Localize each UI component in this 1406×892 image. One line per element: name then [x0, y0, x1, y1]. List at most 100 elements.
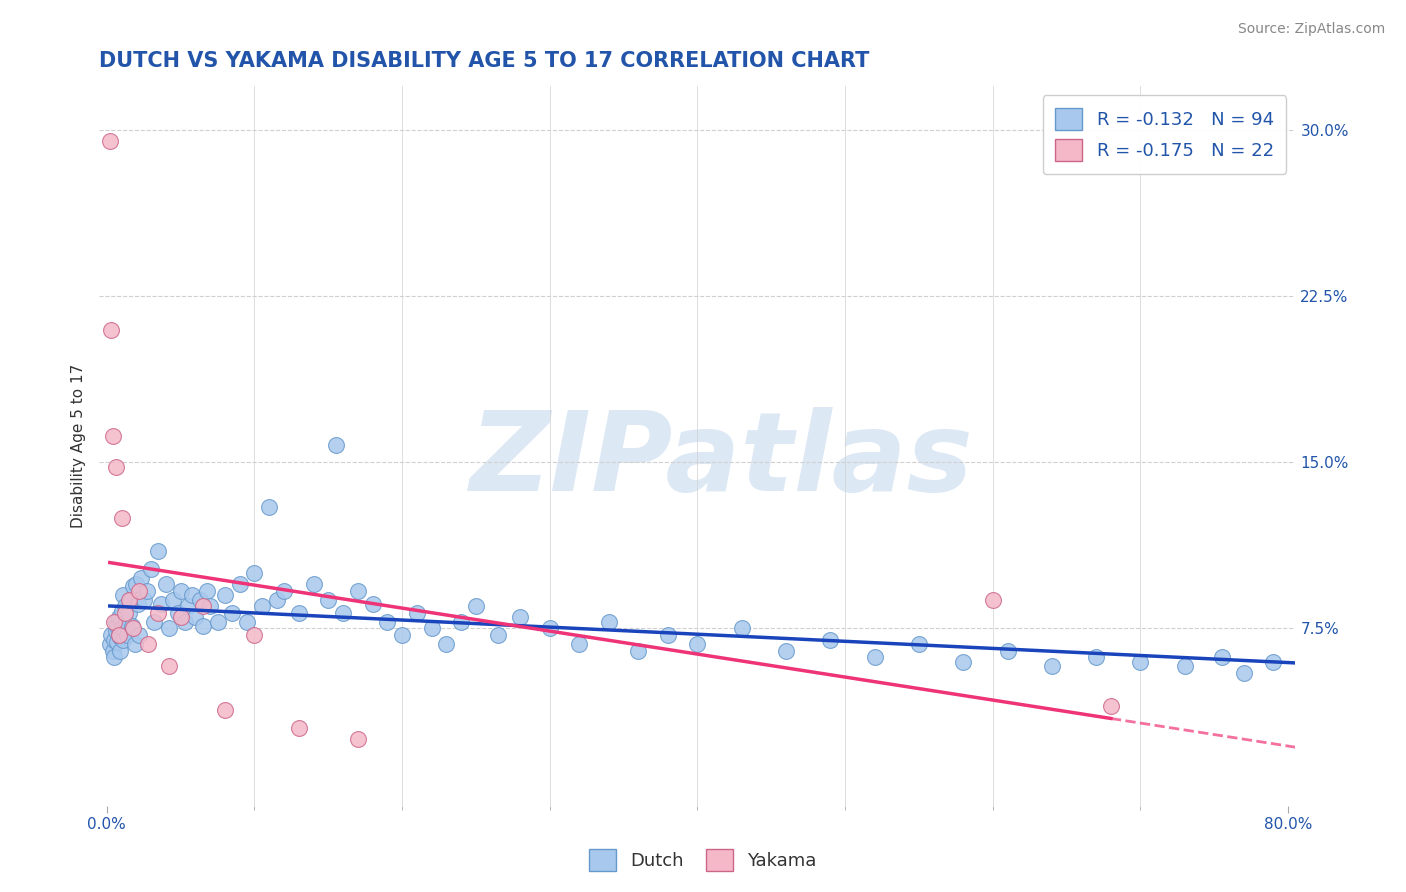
- Point: [150, 597, 173, 611]
- Point: [177, 599, 200, 614]
- Point: [148, 544, 170, 558]
- Point: [198, 599, 221, 614]
- Point: [105, 619, 128, 633]
- Point: [627, 643, 650, 657]
- Point: [184, 610, 207, 624]
- Legend: Dutch, Yakama: Dutch, Yakama: [582, 842, 824, 879]
- Point: [214, 588, 236, 602]
- Point: [103, 615, 125, 629]
- Point: [107, 610, 129, 624]
- Point: [114, 606, 136, 620]
- Point: [997, 643, 1019, 657]
- Point: [162, 592, 184, 607]
- Point: [108, 631, 131, 645]
- Point: [101, 643, 124, 657]
- Y-axis label: Disability Age 5 to 17: Disability Age 5 to 17: [72, 364, 86, 528]
- Text: ZIPatlas: ZIPatlas: [470, 407, 973, 514]
- Point: [302, 577, 325, 591]
- Point: [1040, 659, 1063, 673]
- Point: [981, 592, 1004, 607]
- Point: [110, 511, 132, 525]
- Point: [125, 577, 148, 591]
- Point: [287, 606, 309, 620]
- Point: [120, 592, 142, 607]
- Point: [115, 615, 138, 629]
- Point: [1211, 650, 1233, 665]
- Point: [166, 606, 188, 620]
- Point: [287, 721, 309, 735]
- Point: [103, 632, 125, 647]
- Point: [436, 637, 458, 651]
- Point: [110, 622, 132, 636]
- Point: [148, 606, 170, 620]
- Point: [863, 650, 886, 665]
- Point: [107, 628, 129, 642]
- Point: [101, 429, 124, 443]
- Point: [139, 562, 162, 576]
- Point: [952, 655, 974, 669]
- Point: [538, 622, 561, 636]
- Point: [100, 628, 122, 642]
- Point: [104, 624, 127, 638]
- Point: [486, 628, 509, 642]
- Point: [124, 637, 146, 651]
- Point: [450, 615, 472, 629]
- Point: [155, 577, 177, 591]
- Point: [731, 622, 754, 636]
- Point: [191, 619, 214, 633]
- Point: [169, 583, 191, 598]
- Point: [509, 610, 531, 624]
- Point: [908, 637, 931, 651]
- Point: [104, 615, 127, 629]
- Point: [98, 637, 121, 651]
- Point: [266, 592, 288, 607]
- Point: [207, 615, 229, 629]
- Point: [243, 566, 266, 581]
- Point: [347, 732, 370, 747]
- Point: [181, 588, 204, 602]
- Point: [228, 577, 250, 591]
- Point: [104, 459, 127, 474]
- Point: [820, 632, 842, 647]
- Point: [347, 583, 370, 598]
- Point: [1085, 650, 1108, 665]
- Point: [122, 622, 145, 636]
- Point: [100, 323, 122, 337]
- Point: [107, 628, 129, 642]
- Point: [568, 637, 591, 651]
- Point: [174, 615, 197, 629]
- Point: [377, 615, 399, 629]
- Point: [686, 637, 709, 651]
- Point: [110, 604, 132, 618]
- Point: [318, 592, 340, 607]
- Point: [117, 628, 139, 642]
- Point: [391, 628, 413, 642]
- Point: [332, 606, 354, 620]
- Point: [775, 643, 797, 657]
- Point: [128, 583, 150, 598]
- Point: [195, 583, 218, 598]
- Point: [129, 571, 152, 585]
- Point: [406, 606, 429, 620]
- Point: [135, 583, 157, 598]
- Point: [191, 599, 214, 614]
- Point: [112, 588, 135, 602]
- Point: [243, 628, 266, 642]
- Point: [103, 650, 125, 665]
- Point: [1174, 659, 1197, 673]
- Point: [132, 592, 155, 607]
- Point: [657, 628, 679, 642]
- Point: [221, 606, 243, 620]
- Point: [157, 622, 180, 636]
- Legend: R = -0.132   N = 94, R = -0.175   N = 22: R = -0.132 N = 94, R = -0.175 N = 22: [1042, 95, 1286, 174]
- Text: Source: ZipAtlas.com: Source: ZipAtlas.com: [1237, 22, 1385, 37]
- Point: [1129, 655, 1152, 669]
- Point: [143, 615, 166, 629]
- Point: [465, 599, 488, 614]
- Point: [128, 628, 150, 642]
- Point: [250, 599, 273, 614]
- Point: [188, 592, 211, 607]
- Point: [598, 615, 620, 629]
- Point: [257, 500, 280, 514]
- Point: [108, 643, 131, 657]
